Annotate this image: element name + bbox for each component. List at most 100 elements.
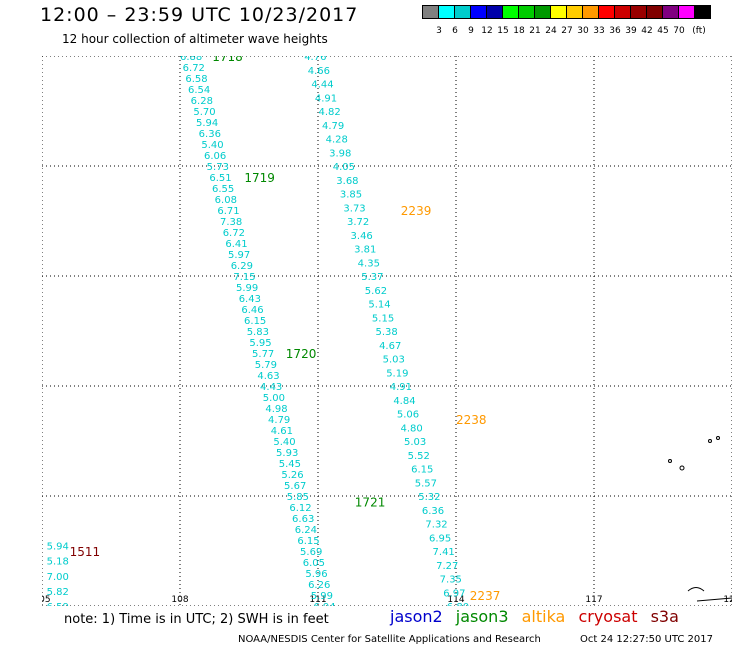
note-text: note: 1) Time is in UTC; 2) SWH is in fe… (64, 612, 329, 627)
coastline (696, 597, 732, 602)
swh-value: 4.79 (268, 415, 290, 426)
swh-values: 6.886.726.586.546.285.705.946.365.406.06… (47, 56, 469, 606)
swh-value: 6.88 (180, 56, 202, 63)
swh-value: 4.35 (358, 258, 380, 269)
swh-value: 3.85 (340, 190, 362, 201)
swh-value: 3.72 (347, 217, 369, 228)
swh-value: 3.73 (343, 203, 365, 214)
swh-value: 5.19 (386, 368, 408, 379)
swh-value: 6.95 (429, 533, 451, 544)
swh-value: 4.91 (390, 382, 412, 393)
swh-value: 5.85 (287, 492, 309, 503)
swh-value: 5.14 (368, 300, 390, 311)
legend-swatch (582, 5, 599, 19)
legend-label: 6 (452, 26, 458, 36)
footer-center: NOAA/NESDIS Center for Satellite Applica… (238, 634, 541, 645)
legend-swatch (614, 5, 631, 19)
swh-value: 5.40 (273, 437, 295, 448)
legend-label: 36 (609, 26, 621, 36)
swh-value: 6.36 (199, 129, 221, 140)
swh-value: 6.54 (188, 85, 210, 96)
swh-value: 4.80 (400, 423, 422, 434)
swh-value: 5.40 (201, 140, 223, 151)
legend-label: 3 (436, 26, 442, 36)
x-tick-label: 117 (585, 595, 602, 605)
swh-value: 5.45 (279, 459, 301, 470)
swh-value: 7.32 (425, 520, 447, 531)
legend-swatch (630, 5, 647, 19)
legend-swatch (662, 5, 679, 19)
x-tick-label: 105 (42, 595, 51, 605)
swh-value: 4.05 (333, 162, 355, 173)
swh-value: 4.76 (304, 56, 326, 63)
legend-swatch (566, 5, 583, 19)
wave-height-map: 105108111114117120-10-12-14-16-18-20 6.8… (42, 56, 732, 606)
satellite-legend: jason2 jason3 altika cryosat s3a (390, 607, 687, 626)
swh-value: 6.15 (297, 536, 319, 547)
legend-labels: 3 6 9 12 15 18 21 24 27 30 33 36 39 42 45 70 (ft) (422, 26, 740, 38)
legend-label: 24 (545, 26, 557, 36)
legend-label: 45 (657, 26, 669, 36)
swh-value: 6.28 (191, 96, 213, 107)
time-label: 1719 (244, 171, 275, 185)
swh-value: 6.72 (223, 228, 245, 239)
swh-value: 5.69 (300, 547, 322, 558)
island (679, 465, 685, 471)
color-legend: 3 6 9 12 15 18 21 24 27 30 33 36 39 42 45 70 (ft) (422, 5, 711, 36)
swh-value: 5.26 (281, 470, 303, 481)
swh-value: 5.95 (249, 338, 271, 349)
time-label: 2239 (401, 204, 432, 218)
swh-value: 6.36 (422, 506, 444, 517)
legend-swatch (646, 5, 663, 19)
swh-value: 3.98 (329, 148, 351, 159)
swh-value: 4.28 (326, 135, 348, 146)
footer: NOAA/NESDIS Center for Satellite Applica… (238, 634, 713, 645)
swh-value: 4.66 (308, 66, 330, 77)
x-tick-label: 111 (309, 595, 326, 605)
swh-value: 4.82 (318, 107, 340, 118)
legend-label: 18 (513, 26, 525, 36)
swh-value: 5.79 (255, 360, 277, 371)
swh-value: 6.71 (217, 206, 239, 217)
swh-value: 6.97 (443, 588, 465, 599)
swh-value: 5.99 (311, 591, 333, 602)
island (708, 439, 712, 443)
legend-label: 12 (481, 26, 493, 36)
legend-label: 33 (593, 26, 605, 36)
island (668, 459, 672, 463)
legend-swatch (534, 5, 551, 19)
swh-value: 5.93 (276, 448, 298, 459)
swh-value: 4.43 (260, 382, 282, 393)
swh-value: 5.77 (252, 349, 274, 360)
swh-value: 5.70 (193, 107, 215, 118)
time-label: 1718 (212, 56, 243, 64)
sat-jason2: jason2 (390, 607, 443, 626)
swh-value: 6.43 (239, 294, 261, 305)
legend-swatch (694, 5, 711, 19)
swh-value: 3.68 (336, 176, 358, 187)
swh-value: 5.67 (284, 481, 306, 492)
legend-swatch (438, 5, 455, 19)
swh-value: 6.41 (225, 239, 247, 250)
legend-label: 39 (625, 26, 637, 36)
swh-value: 5.83 (247, 327, 269, 338)
swh-value: 5.00 (263, 393, 285, 404)
time-labels: 1718 1719 1720 1721 2239 2238 2237 1511 (70, 56, 501, 603)
swh-value: 6.26 (308, 580, 330, 591)
legend-swatch (502, 5, 519, 19)
swh-value: 6.51 (209, 173, 231, 184)
swh-value: 5.73 (207, 162, 229, 173)
swh-value: 5.99 (236, 283, 258, 294)
swh-value: 6.63 (292, 514, 314, 525)
swh-value: 7.35 (440, 575, 462, 586)
swh-value: 7.15 (233, 272, 255, 283)
sat-s3a: s3a (650, 607, 679, 626)
legend-swatch (454, 5, 471, 19)
swh-value: 3.46 (351, 231, 373, 242)
sat-altika: altika (521, 607, 566, 626)
legend-label: 15 (497, 26, 509, 36)
swh-value: 4.44 (311, 80, 333, 91)
swh-value: 4.84 (393, 396, 415, 407)
map-subtitle: 12 hour collection of altimeter wave hei… (62, 32, 328, 46)
swh-value: 5.82 (47, 587, 69, 598)
